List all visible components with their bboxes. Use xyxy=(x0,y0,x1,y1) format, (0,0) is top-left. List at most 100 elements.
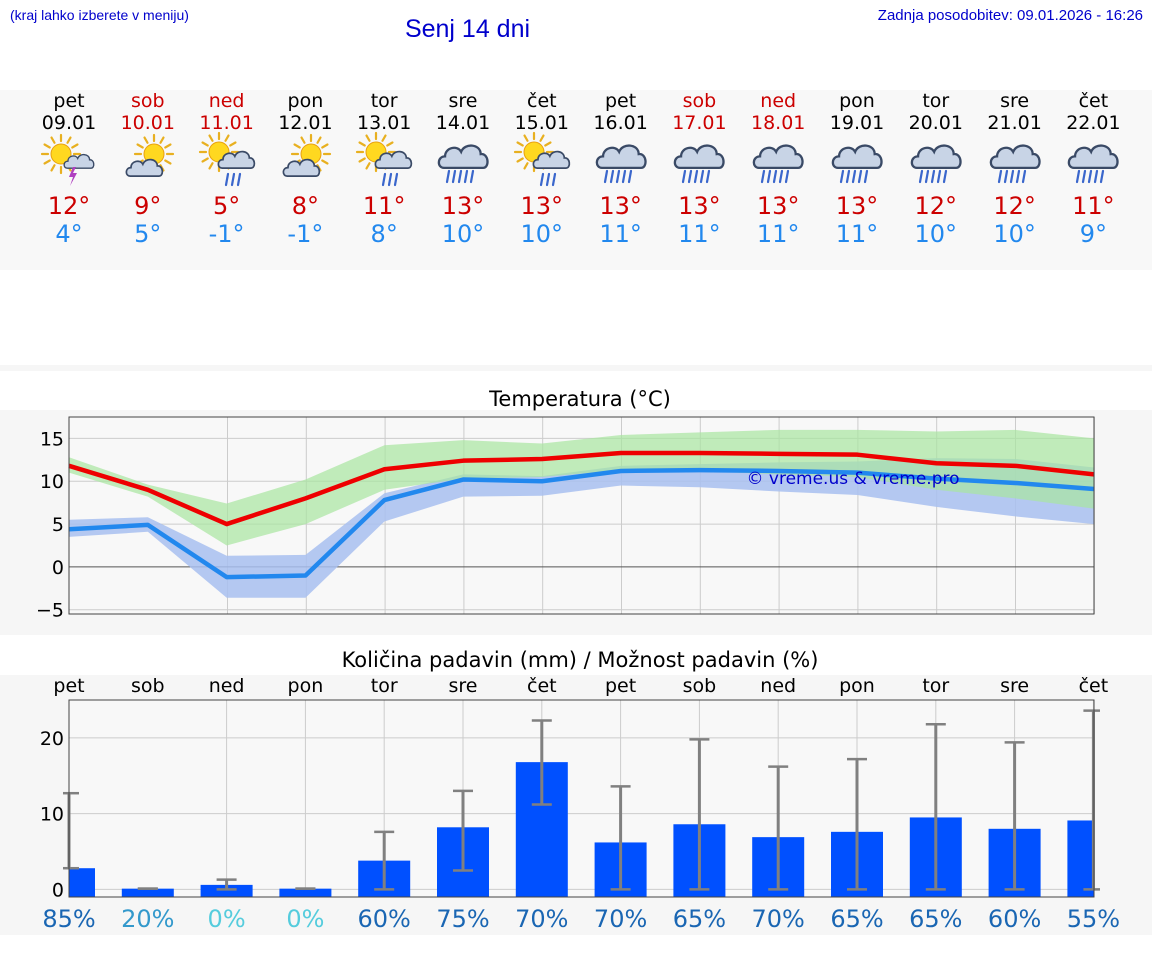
day-date: 11.01 xyxy=(199,112,254,134)
precip-chance-label: 70% xyxy=(515,905,568,933)
x-day-label: ned xyxy=(760,675,796,697)
cloud-outline xyxy=(752,144,804,170)
x-day-label: sob xyxy=(131,675,165,697)
sun-ray xyxy=(539,134,545,142)
precip-chance-label: 70% xyxy=(752,905,805,933)
sun-ray xyxy=(50,136,56,144)
x-day-label: čet xyxy=(1079,675,1109,697)
day-column: pon 12.01 8° -1° xyxy=(266,90,344,248)
sun-ray xyxy=(201,157,209,163)
min-temp: 10° xyxy=(993,220,1036,248)
day-column: ned 18.01 13° 11° xyxy=(739,90,817,248)
cloud-outline xyxy=(910,144,962,170)
day-name: pet xyxy=(604,90,637,112)
sun-ray xyxy=(66,136,72,144)
sun-ray xyxy=(163,159,172,165)
rain-drop xyxy=(924,169,929,184)
day-name: sre xyxy=(448,90,478,112)
precip-chance-label: 60% xyxy=(358,905,411,933)
max-temp: 11° xyxy=(362,192,406,220)
sun-ray xyxy=(228,141,237,147)
sun-ray xyxy=(381,134,387,142)
rain-drops xyxy=(539,172,556,187)
day-name: sob xyxy=(682,90,717,112)
max-temp: 13° xyxy=(756,192,800,220)
max-temp: 8° xyxy=(291,192,320,220)
sun-ray xyxy=(201,141,209,147)
cloud-outline xyxy=(63,153,95,169)
rain-drop xyxy=(863,169,869,184)
x-day-label: sob xyxy=(683,675,717,697)
precip-bar xyxy=(1067,820,1094,897)
cloud-outline xyxy=(674,144,725,170)
cloud-outline xyxy=(374,150,413,169)
rain-drop xyxy=(603,169,608,184)
sun-ray xyxy=(316,136,322,144)
temperature-chart-title: Temperatura (°C) xyxy=(489,387,671,411)
cloud-rain-icon xyxy=(591,134,651,192)
sun-ray xyxy=(43,143,51,149)
rain-drop xyxy=(942,169,947,184)
x-day-label: pon xyxy=(288,675,324,697)
min-temp: -1° xyxy=(208,220,245,248)
cloud-shape xyxy=(532,150,570,169)
rain-drop xyxy=(1094,169,1099,184)
sun-ray xyxy=(159,136,165,144)
precip-chance-label: 60% xyxy=(988,905,1041,933)
precip-chance-label: 65% xyxy=(909,905,962,933)
x-day-label: sre xyxy=(449,675,478,697)
max-temp: 13° xyxy=(835,192,879,220)
cloud-outline xyxy=(217,150,255,169)
min-temp: 11° xyxy=(756,220,800,248)
precipitation-chart-title: Količina padavin (mm) / Možnost padavin … xyxy=(341,648,819,672)
day-column: ned 11.01 5° -1° xyxy=(188,90,266,248)
x-day-label: sre xyxy=(1000,675,1029,697)
sun-shape xyxy=(40,133,82,175)
cloud-shape xyxy=(437,144,489,170)
sun-ray xyxy=(293,143,302,149)
rain-drop xyxy=(1082,169,1087,184)
day-date: 16.01 xyxy=(593,112,648,134)
min-temp: 10° xyxy=(914,220,958,248)
precip-bar xyxy=(200,884,253,897)
cloud-shape xyxy=(674,144,725,170)
day-name: ned xyxy=(208,90,245,112)
rain-drop xyxy=(1003,169,1008,184)
max-temp: 5° xyxy=(212,192,241,220)
cloud-shape xyxy=(63,153,95,169)
day-date: 17.01 xyxy=(672,112,727,134)
cloud-outline xyxy=(437,144,489,170)
x-day-label: tor xyxy=(922,675,949,697)
day-name: tor xyxy=(922,90,950,112)
day-column: sre 14.01 13° 10° xyxy=(424,90,502,248)
cloud-rain-icon xyxy=(748,134,808,192)
rain-drop xyxy=(230,172,235,187)
rain-drop xyxy=(997,169,1002,184)
day-column: čet 22.01 11° 9° xyxy=(1054,90,1132,248)
y-tick-label: 10 xyxy=(40,471,64,493)
max-temp-band xyxy=(69,429,1094,546)
last-update: Zadnja posodobitev: 09.01.2026 - 16:26 xyxy=(877,7,1143,24)
sun-ray xyxy=(386,141,394,147)
rain-drop xyxy=(694,169,699,184)
day-date: 18.01 xyxy=(750,112,806,134)
sun-cloud-icon xyxy=(275,133,335,192)
sun-ray xyxy=(358,141,367,147)
temperature-chart: −5 0 5 10 15 © vreme.us & vreme.pro xyxy=(36,416,1095,622)
max-temp: 13° xyxy=(441,192,485,220)
day-name: ned xyxy=(760,90,797,112)
rain-drop xyxy=(615,169,620,184)
x-day-label: pet xyxy=(605,675,636,697)
sun-cloud-rain-icon xyxy=(354,131,414,192)
max-temp: 12° xyxy=(47,192,91,220)
precipitation-chart: 0 10 20 pet sob ned pon tor sre čet pet sob ned pon to… xyxy=(40,675,1120,933)
rain-drop xyxy=(545,172,550,187)
watermark: © vreme.us & vreme.pro xyxy=(746,469,959,489)
sun-ray xyxy=(207,134,214,142)
max-temp: 13° xyxy=(520,192,564,220)
rain-drop xyxy=(785,169,790,184)
rain-drop xyxy=(930,169,935,184)
rain-drop xyxy=(457,169,463,184)
day-name: čet xyxy=(527,90,557,112)
precip-bar xyxy=(69,868,95,897)
